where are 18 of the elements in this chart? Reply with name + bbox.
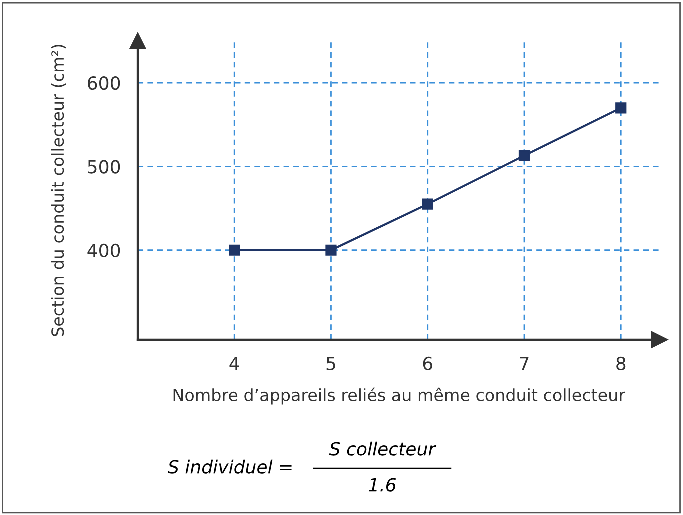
text: S individuel = bbox=[168, 460, 292, 474]
text: 1.6 bbox=[369, 478, 396, 492]
x-tick-label: 5 bbox=[326, 357, 336, 371]
point bbox=[616, 102, 627, 114]
y-tick-label: 600 bbox=[88, 76, 120, 90]
y-axis-title: Section du conduit collecteur (cm²) bbox=[51, 45, 66, 336]
text: S collecteur bbox=[329, 442, 437, 456]
point bbox=[422, 198, 434, 210]
y-tick-label: 400 bbox=[88, 244, 120, 258]
y-tick-label: 500 bbox=[88, 160, 120, 174]
x-tick-label: 6 bbox=[423, 356, 432, 371]
x-tick-label: 8 bbox=[616, 356, 626, 371]
point bbox=[518, 150, 530, 162]
point bbox=[326, 244, 337, 256]
x-tick-label: 4 bbox=[230, 357, 240, 370]
point bbox=[229, 244, 240, 256]
x-tick-label: 7 bbox=[520, 357, 529, 370]
x-axis-title: Nombre d’appareils reliés au même conduit collecteur bbox=[174, 388, 626, 405]
